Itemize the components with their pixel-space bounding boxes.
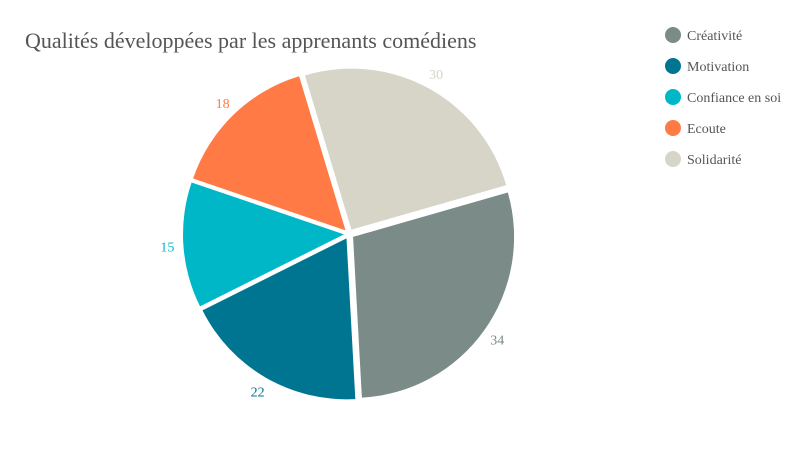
legend-item-5[interactable]: Solidarité xyxy=(665,151,741,168)
data-label-5: 30 xyxy=(429,68,443,83)
data-label-1: 34 xyxy=(490,334,504,349)
legend-marker xyxy=(665,120,681,136)
chart-title: Qualités développées par les apprenants … xyxy=(25,28,476,53)
legend-label: Solidarité xyxy=(687,153,741,168)
pie-slice-4 xyxy=(193,76,346,231)
legend-item-2[interactable]: Motivation xyxy=(665,58,749,75)
legend-item-1[interactable]: Créativité xyxy=(665,27,742,44)
pie-slices xyxy=(183,68,515,400)
pie-slice-2 xyxy=(202,238,356,400)
legend-label: Créativité xyxy=(687,29,742,44)
pie-slice-5 xyxy=(304,68,507,230)
legend-item-3[interactable]: Confiance en soi xyxy=(665,89,781,106)
legend-marker xyxy=(665,58,681,74)
legend-label: Ecoute xyxy=(687,122,726,137)
data-label-3: 15 xyxy=(160,240,174,255)
data-label-2: 22 xyxy=(251,385,265,400)
legend-marker xyxy=(665,27,681,43)
pie-slice-3 xyxy=(183,182,345,307)
legend-marker xyxy=(665,89,681,105)
legend-label: Motivation xyxy=(687,60,749,75)
legend-marker xyxy=(665,151,681,167)
pie-data-labels: 34 22 15 18 30 xyxy=(160,68,504,400)
legend: Créativité Motivation Confiance en soi Ecou… xyxy=(665,27,781,168)
legend-label: Confiance en soi xyxy=(687,91,781,106)
data-label-4: 18 xyxy=(216,97,230,112)
pie-slice-1 xyxy=(353,192,515,398)
legend-item-4[interactable]: Ecoute xyxy=(665,120,726,137)
